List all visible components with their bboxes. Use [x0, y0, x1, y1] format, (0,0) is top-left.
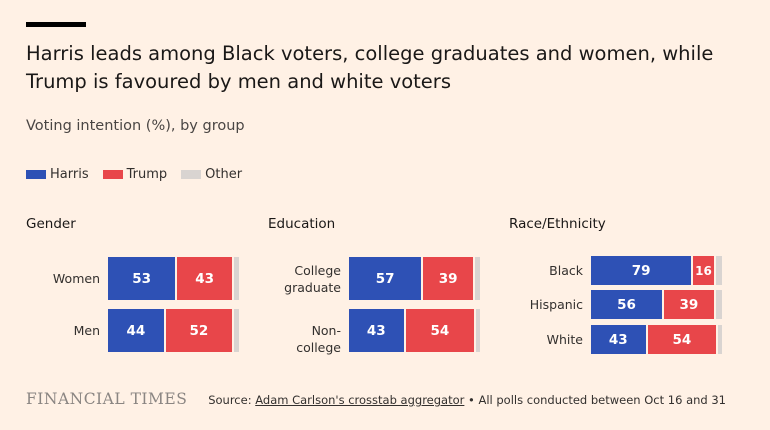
bar-other-non-college	[476, 309, 480, 352]
data-label-harris-women: 53	[132, 270, 152, 287]
data-label-harris-college-graduate: 57	[375, 270, 395, 287]
category-label-black: Black	[549, 263, 583, 278]
data-label-trump-women: 43	[195, 270, 214, 287]
legend-label-harris: Harris	[50, 167, 89, 182]
data-label-trump-non-college: 54	[430, 322, 450, 339]
panel-title-gender: Gender	[26, 216, 76, 232]
bar-other-women	[233, 257, 239, 300]
legend-swatch-trump	[102, 170, 123, 179]
panel-title-education: Education	[268, 216, 336, 232]
data-label-trump-white: 54	[672, 331, 692, 348]
bar-harris-white	[591, 325, 646, 354]
bar-harris-hispanic	[591, 290, 663, 319]
legend-swatch-other	[181, 170, 202, 179]
category-label-men: Men	[73, 323, 100, 338]
chart-title: Harris leads among Black voters, college…	[26, 42, 714, 93]
bar-trump-white	[647, 325, 717, 354]
data-label-harris-non-college: 43	[366, 322, 386, 339]
legend-item-other: Other	[181, 167, 242, 182]
bar-harris-black	[591, 256, 692, 285]
panel-title-race-ethnicity: Race/Ethnicity	[509, 216, 606, 232]
bar-trump-women	[177, 257, 232, 300]
bar-trump-men	[165, 309, 232, 352]
bar-trump-non-college	[405, 309, 475, 352]
category-label-women: Women	[52, 271, 100, 286]
category-label-non-college: Non-college	[296, 323, 341, 355]
data-label-trump-men: 52	[189, 322, 209, 339]
data-label-trump-college-graduate: 39	[438, 270, 458, 287]
data-label-harris-black: 79	[631, 262, 651, 279]
chart-subtitle: Voting intention (%), by group	[26, 118, 245, 134]
bar-other-men	[233, 309, 239, 352]
legend-item-trump: Trump	[102, 167, 168, 182]
source-prefix: Source:	[208, 393, 256, 407]
bar-trump-college-graduate	[423, 257, 473, 300]
bar-harris-non-college	[349, 309, 404, 352]
data-label-trump-black: 16	[695, 263, 712, 278]
legend-label-other: Other	[205, 167, 243, 182]
ft-top-bar	[26, 22, 86, 27]
bar-other-college-graduate	[474, 257, 480, 300]
data-label-harris-men: 44	[126, 322, 146, 339]
bar-other-hispanic	[715, 290, 722, 319]
category-label-white: White	[546, 332, 583, 347]
data-label-trump-hispanic: 39	[679, 296, 699, 313]
bar-harris-college-graduate	[349, 257, 422, 300]
legend-label-trump: Trump	[126, 167, 168, 182]
bar-trump-hispanic	[664, 290, 714, 319]
category-label-hispanic: Hispanic	[529, 297, 583, 312]
legend-swatch-harris	[26, 170, 46, 179]
bar-other-white	[718, 325, 722, 354]
legend-item-harris: Harris	[26, 167, 89, 182]
bar-trump-black	[693, 256, 714, 285]
data-label-harris-hispanic: 56	[617, 296, 636, 313]
source-note: Source: Adam Carlson's crosstab aggregat…	[208, 393, 726, 407]
source-link[interactable]: Adam Carlson's crosstab aggregator	[255, 393, 465, 407]
legend: Harris Trump Other	[26, 167, 256, 182]
bar-harris-men	[108, 309, 164, 352]
ft-logo: FINANCIAL TIMES	[26, 390, 188, 408]
data-label-harris-white: 43	[608, 331, 628, 348]
category-label-college-graduate: College graduate	[284, 262, 341, 295]
bar-other-black	[715, 256, 722, 285]
bar-harris-women	[108, 257, 176, 300]
source-suffix: • All polls conducted between Oct 16 and…	[464, 393, 726, 407]
